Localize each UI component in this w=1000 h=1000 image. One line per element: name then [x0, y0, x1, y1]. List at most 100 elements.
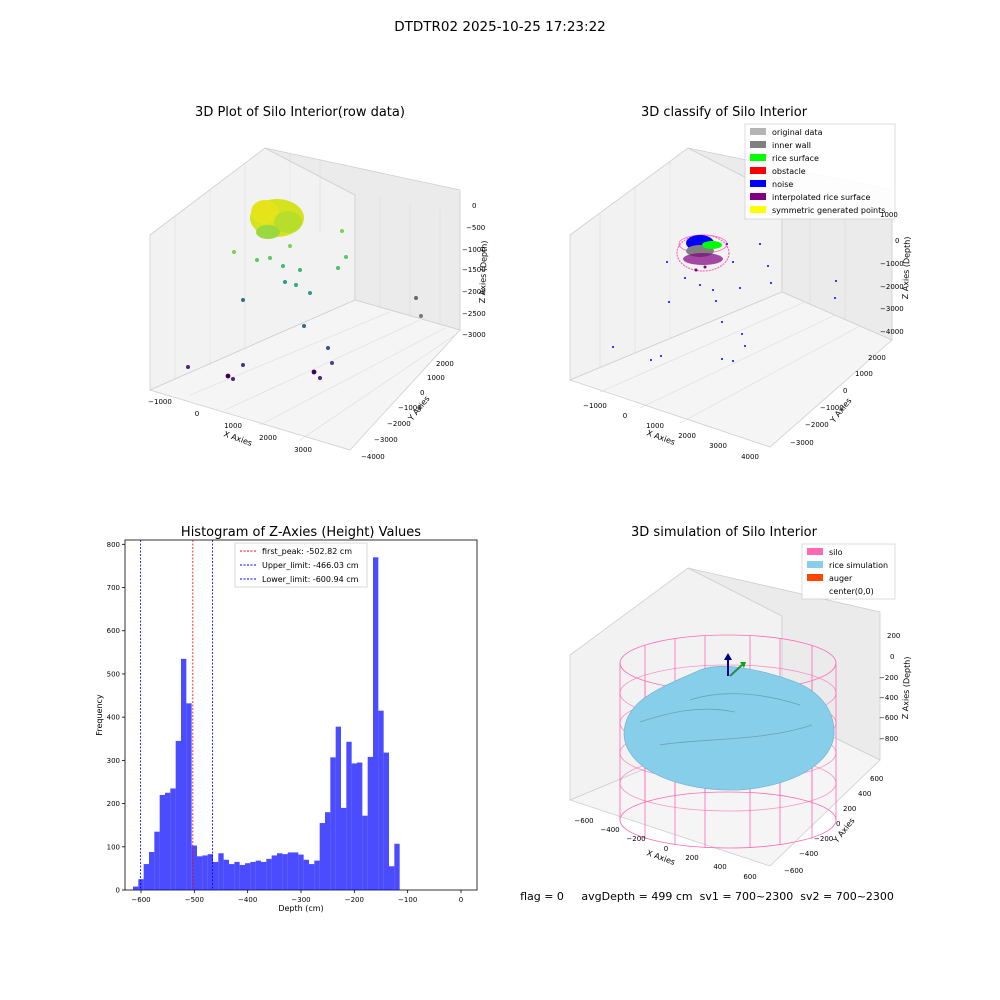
histogram-bar: [341, 807, 347, 890]
raw-data-panel: 3D Plot of Silo Interior(row data): [148, 105, 489, 461]
simulation-ylabel: Y Axies: [831, 816, 857, 845]
raw-grid-lines: [174, 153, 456, 441]
raw-xtick: 3000: [294, 446, 312, 454]
classify-xtick: 4000: [741, 453, 759, 461]
classify-legend-swatch: [750, 154, 766, 161]
histogram-title: Histogram of Z-Axies (Height) Values: [181, 525, 421, 540]
simulation-xtick: 200: [685, 854, 698, 862]
classify-legend-label: original data: [772, 128, 823, 137]
classify-legend-swatch: [750, 141, 766, 148]
classify-ztick: −2000: [880, 283, 904, 291]
simulation-legend-swatch: [807, 548, 823, 555]
histogram-bar: [170, 788, 176, 890]
classify-ytick: 0: [843, 387, 847, 395]
histogram-y-ticks: 0 100 200 300 400 500 600 700 800: [107, 541, 125, 895]
classify-legend-label: noise: [772, 180, 793, 189]
classify-xlabel: X Axies: [645, 428, 676, 447]
classify-ytick: 2000: [868, 354, 886, 362]
histogram-x-tick-label: −500: [185, 896, 204, 904]
histogram-bar: [218, 853, 224, 890]
raw-ztick: −3000: [462, 331, 486, 339]
histogram-legend-label: Lower_limit: -600.94 cm: [262, 575, 359, 584]
classify-xtick: 0: [623, 412, 627, 420]
histogram-bar: [239, 864, 245, 890]
histogram-bar: [309, 864, 315, 890]
histogram-bar: [186, 703, 192, 890]
histogram-reference-lines: [140, 540, 213, 890]
status-line: flag = 0 avgDepth = 499 cm sv1 = 700~230…: [520, 890, 894, 903]
simulation-ytick: −200: [814, 835, 833, 843]
rice-surface-mesh: [623, 666, 835, 791]
simulation-xtick: 0: [664, 845, 668, 853]
histogram-y-tick-label: 400: [107, 714, 120, 722]
classify-ytick: −1000: [820, 404, 844, 412]
classify-xtick: 2000: [678, 432, 696, 440]
classify-zlabel: Z Axies (Depth): [901, 236, 912, 299]
histogram-y-tick-label: 300: [107, 757, 120, 765]
classify-legend-label: obstacle: [772, 167, 806, 176]
histogram-bar: [335, 726, 341, 890]
histogram-bar: [362, 815, 368, 890]
histogram-bar: [159, 794, 165, 890]
histogram-y-tick-label: 600: [107, 627, 120, 635]
raw-ztick: −1500: [462, 266, 486, 274]
histogram-bar: [255, 860, 261, 890]
classify-legend-swatch: [750, 206, 766, 213]
raw-ytick: −3000: [374, 436, 398, 444]
classify-ytick: 1000: [855, 370, 873, 378]
classify-legend: original data inner wall rice surface ob…: [744, 123, 896, 220]
classify-panel-title: 3D classify of Silo Interior: [641, 105, 808, 120]
histogram-bar: [245, 863, 251, 890]
histogram-y-tick-label: 500: [107, 670, 120, 678]
histogram-y-tick-label: 0: [116, 887, 120, 895]
histogram-bar: [229, 864, 235, 890]
histogram-bar: [175, 740, 181, 890]
histogram-bar: [261, 861, 267, 890]
histogram-panel: Histogram of Z-Axies (Height) Values −60…: [95, 525, 478, 913]
histogram-y-tick-label: 100: [107, 843, 120, 851]
histogram-bar: [346, 741, 352, 890]
histogram-bar: [298, 854, 304, 890]
histogram-bar: [207, 854, 213, 890]
rice-surface-shading: [639, 693, 813, 746]
histogram-x-tick-label: −300: [291, 896, 310, 904]
histogram-bar: [383, 752, 389, 890]
simulation-ztick: −400: [879, 694, 898, 702]
raw-ytick: −4000: [361, 453, 385, 461]
simulation-xtick: 400: [713, 863, 726, 871]
histogram-bars: [133, 557, 400, 890]
classify-ztick: −4000: [880, 328, 904, 336]
histogram-bar: [181, 658, 187, 890]
histogram-bar: [330, 757, 336, 890]
histogram-bar: [250, 861, 256, 890]
raw-xtick: 2000: [259, 434, 277, 442]
classify-ztick: −1000: [880, 260, 904, 268]
classify-legend-swatch: [750, 193, 766, 200]
histogram-bar: [149, 851, 155, 890]
classify-legend-label: inner wall: [772, 141, 811, 150]
raw-zlabel: Z Axies (Depth): [478, 240, 489, 303]
histogram-bar: [367, 756, 373, 890]
classify-legend-swatch: [750, 128, 766, 135]
classify-legend-label: symmetric generated points: [772, 206, 885, 215]
raw-xtick: −1000: [148, 398, 172, 406]
histogram-y-tick-label: 200: [107, 800, 120, 808]
classify-ztick: −3000: [880, 305, 904, 313]
figure-title: DTDTR02 2025-10-25 17:23:22: [394, 19, 606, 35]
simulation-ztick: −800: [879, 735, 898, 743]
raw-scatter-points: [186, 199, 423, 381]
simulation-panel: 3D simulation of Silo Interior: [568, 525, 912, 881]
histogram-y-tick-label: 700: [107, 584, 120, 592]
classify-legend-swatch: [750, 167, 766, 174]
histogram-legend: first_peak: -502.82 cm Upper_limit: -466…: [234, 542, 368, 588]
simulation-ytick: 400: [858, 790, 871, 798]
histogram-bar: [357, 762, 363, 890]
raw-xlabel: X Axies: [222, 429, 253, 448]
simulation-axis-ticks: −600 −400 −200 0 200 400 600 600 400 200…: [574, 632, 900, 881]
classify-ytick: −2000: [805, 421, 829, 429]
classify-legend-label: rice surface: [772, 154, 819, 163]
simulation-xtick: −600: [574, 817, 593, 825]
raw-ztick: 0: [472, 202, 476, 210]
histogram-bar: [133, 886, 139, 890]
